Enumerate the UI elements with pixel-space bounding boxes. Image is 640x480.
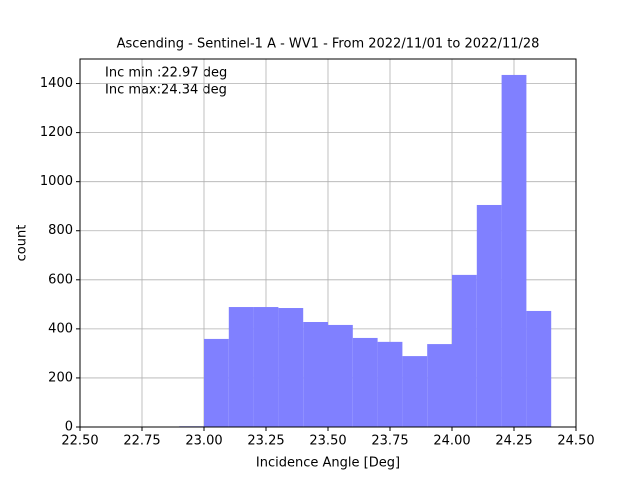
x-tick-label: 24.00 [433, 434, 470, 449]
x-tick-label: 23.00 [185, 434, 222, 449]
bar [228, 307, 254, 427]
annotation: Inc min :22.97 deg [105, 66, 227, 81]
x-axis-label: Incidence Angle [Deg] [256, 456, 400, 471]
x-tick-label: 23.50 [309, 434, 346, 449]
bar [501, 74, 527, 428]
bar [377, 341, 403, 427]
bar [476, 204, 502, 427]
y-tick-label: 1000 [40, 174, 73, 189]
y-tick-label: 200 [48, 370, 73, 385]
bar [204, 338, 229, 427]
x-tick-label: 22.75 [123, 434, 160, 449]
bar [328, 324, 353, 427]
x-tick-label: 24.25 [495, 434, 532, 449]
bar [427, 344, 452, 427]
x-tick-label: 23.25 [247, 434, 284, 449]
bar [452, 274, 477, 427]
bar [352, 337, 378, 427]
chart-title: Ascending - Sentinel-1 A - WV1 - From 20… [117, 37, 540, 52]
bar [402, 356, 428, 427]
x-tick-label: 22.50 [61, 434, 98, 449]
y-tick-label: 1200 [40, 125, 73, 140]
y-tick-label: 400 [48, 321, 73, 336]
bar [253, 307, 279, 427]
y-tick-label: 0 [65, 420, 73, 435]
x-tick-label: 24.50 [557, 434, 594, 449]
y-tick-label: 1400 [40, 76, 73, 91]
y-tick-label: 600 [48, 272, 73, 287]
bar [278, 308, 304, 427]
y-tick-label: 800 [48, 223, 73, 238]
x-tick-label: 23.75 [371, 434, 408, 449]
y-axis-label: count [15, 225, 30, 262]
annotation: Inc max:24.34 deg [105, 83, 227, 98]
bar [526, 310, 552, 427]
bar [303, 321, 328, 427]
